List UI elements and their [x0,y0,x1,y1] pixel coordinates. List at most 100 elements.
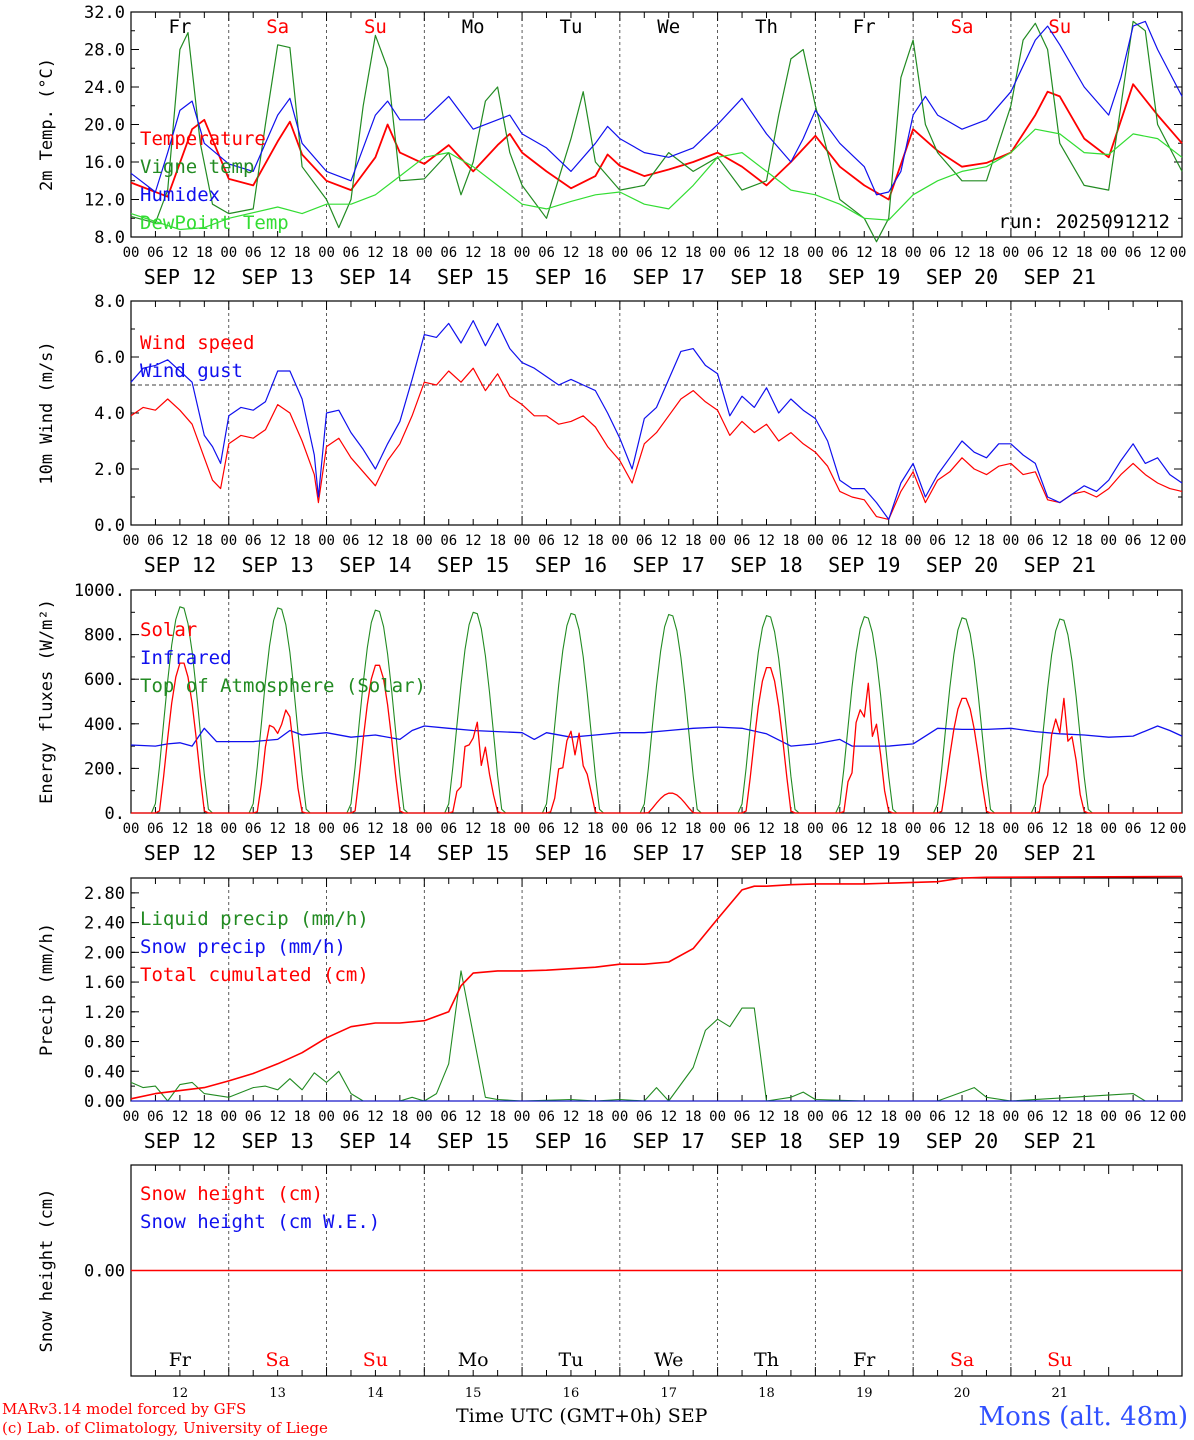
y-tick-label: 0.00 [84,1092,125,1112]
day-name-label: Sa [266,16,289,38]
x-day-number: 20 [954,1386,971,1401]
legend-entry: Infrared [140,647,232,669]
x-axis-title: Time UTC (GMT+0h) SEP [456,1405,708,1427]
x-hour-label: 00 [1002,533,1019,549]
day-name-label: Sa [950,1349,974,1371]
x-hour-label: 06 [245,533,262,549]
x-hour-label: 12 [758,821,775,837]
x-hour-label: 12 [563,821,580,837]
x-date-label: SEP 18 [730,1129,802,1153]
x-date-label: SEP 12 [144,841,216,865]
day-name-label: Fr [853,16,876,38]
y-tick-label: 600. [84,670,125,690]
x-date-label: SEP 15 [437,265,509,289]
x-hour-label: 18 [978,533,995,549]
x-hour-label: 00 [416,821,433,837]
x-date-label: SEP 15 [437,1129,509,1153]
x-hour-label: 18 [489,821,506,837]
x-hour-label: 06 [831,821,848,837]
x-hour-label: 06 [245,245,262,261]
x-date-label: SEP 14 [339,1129,411,1153]
x-day-number: 17 [660,1386,677,1401]
x-hour-label: 12 [171,1109,188,1125]
x-date-label: SEP 19 [828,553,900,577]
x-date-label: SEP 18 [730,841,802,865]
x-hour-label: 00 [123,533,140,549]
x-hour-label: 00 [514,821,531,837]
x-hour-label: 18 [1076,1109,1093,1125]
y-axis-title: 10m Wind (m/s) [37,341,57,484]
x-date-label: SEP 18 [730,553,802,577]
x-hour-label: 00 [416,533,433,549]
x-hour-label: 06 [734,1109,751,1125]
x-hour-label: 00 [1170,821,1187,837]
y-tick-label: 8.0 [94,292,125,312]
x-date-label: SEP 19 [828,265,900,289]
series-line [130,320,1183,520]
x-hour-label: 06 [734,245,751,261]
x-hour-label: 18 [783,821,800,837]
x-hour-label: 00 [807,533,824,549]
x-hour-label: 18 [587,245,604,261]
x-hour-label: 12 [954,1109,971,1125]
day-name-label: Fr [168,16,191,38]
x-hour-label: 00 [514,1109,531,1125]
x-hour-label: 06 [147,821,164,837]
x-date-label: SEP 21 [1024,1129,1096,1153]
x-hour-label: 12 [269,245,286,261]
run-label: run: 2025091212 [998,211,1170,233]
y-tick-label: 20.0 [84,116,125,136]
x-hour-label: 00 [318,821,335,837]
x-day-number: 19 [856,1386,873,1401]
y-axis-title: Energy fluxes (W/m²) [37,599,57,804]
x-hour-label: 00 [416,245,433,261]
x-hour-label: 12 [660,821,677,837]
x-hour-label: 06 [929,245,946,261]
x-hour-label: 00 [318,1109,335,1125]
x-hour-label: 06 [734,533,751,549]
x-hour-label: 06 [343,1109,360,1125]
x-hour-label: 00 [611,533,628,549]
x-hour-label: 00 [123,245,140,261]
legend-entry: Wind speed [140,332,254,354]
x-hour-label: 12 [465,533,482,549]
y-tick-label: 400. [84,715,125,735]
y-tick-label: 2.40 [84,914,125,934]
x-hour-label: 18 [685,821,702,837]
x-hour-label: 06 [147,533,164,549]
x-hour-label: 06 [1027,1109,1044,1125]
x-hour-label: 12 [269,1109,286,1125]
x-date-label: SEP 15 [437,553,509,577]
x-hour-label: 06 [1027,533,1044,549]
x-date-label: SEP 19 [828,841,900,865]
x-hour-label: 18 [391,533,408,549]
x-hour-label: 12 [758,533,775,549]
x-hour-label: 00 [1170,1109,1187,1125]
x-hour-label: 18 [294,245,311,261]
x-hour-label: 12 [758,1109,775,1125]
x-hour-label: 18 [1076,821,1093,837]
x-hour-label: 00 [220,1109,237,1125]
x-date-label: SEP 13 [242,1129,314,1153]
x-hour-label: 18 [880,245,897,261]
x-hour-label: 00 [1100,533,1117,549]
y-tick-label: 0. [105,804,125,824]
legend-entry: Snow height (cm) [140,1183,323,1205]
y-tick-label: 0.00 [84,1262,125,1282]
x-hour-label: 06 [831,1109,848,1125]
x-date-label: SEP 16 [535,265,607,289]
x-hour-label: 12 [1149,821,1166,837]
x-day-number: 12 [172,1386,189,1401]
x-hour-label: 00 [807,821,824,837]
day-name-label: We [654,1349,683,1371]
credit-line-1: MARv3.14 model forced by GFS [2,1400,247,1418]
x-hour-label: 00 [807,245,824,261]
y-tick-label: 1.20 [84,1003,125,1023]
x-date-label: SEP 21 [1024,265,1096,289]
x-hour-label: 06 [929,1109,946,1125]
x-date-label: SEP 17 [633,1129,705,1153]
x-hour-label: 12 [171,245,188,261]
y-tick-label: 800. [84,626,125,646]
x-date-label: SEP 19 [828,1129,900,1153]
x-hour-label: 06 [831,533,848,549]
